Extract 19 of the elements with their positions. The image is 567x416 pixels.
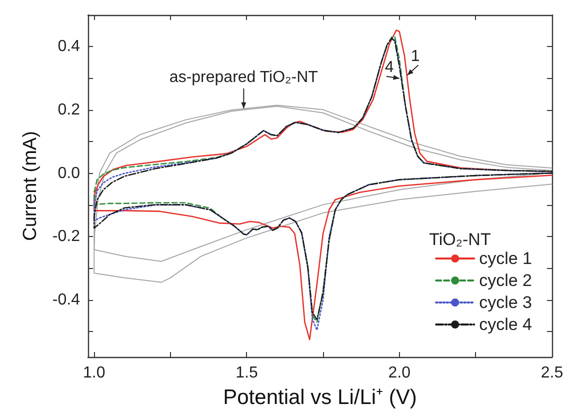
legend-label: cycle 2: [479, 271, 532, 290]
legend-title: TiO₂-NT: [429, 230, 491, 250]
x-tick-label: 1.0: [82, 364, 106, 382]
x-tick-label: 2.0: [388, 364, 411, 382]
x-tick-label: 2.5: [540, 364, 564, 382]
legend-label: cycle 1: [479, 249, 532, 268]
legend-label: cycle 3: [479, 293, 532, 312]
legend-label: cycle 4: [479, 315, 532, 334]
annotation: as-prepared TiO₂-NT: [169, 69, 318, 88]
annotation: 1: [410, 48, 420, 66]
y-axis-title: Current (mA): [20, 131, 41, 241]
x-axis-title: Potential vs Li/Li⁺ (V): [223, 386, 417, 409]
annotation: 4: [384, 59, 394, 78]
y-tick-label: -0.2: [52, 228, 80, 246]
y-tick-label: 0.2: [58, 102, 80, 118]
x-tick-label: 1.5: [236, 364, 258, 382]
y-tick-label: 0.0: [58, 164, 80, 182]
y-tick-label: -0.4: [52, 292, 80, 308]
y-tick-label: 0.4: [58, 38, 80, 56]
